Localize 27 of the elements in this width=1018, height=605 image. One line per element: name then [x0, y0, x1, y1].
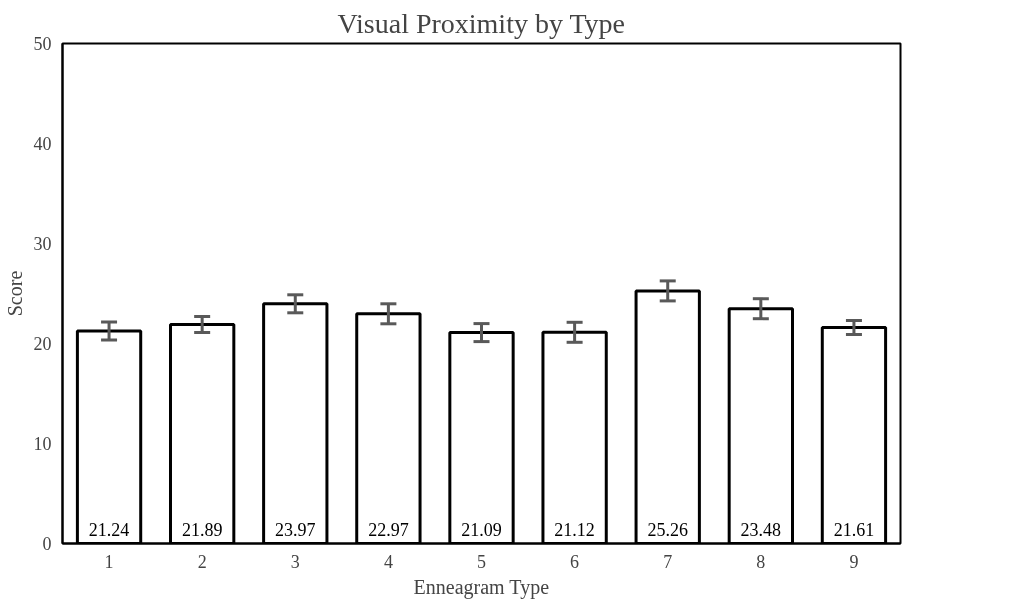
x-tick-label: 2: [197, 551, 207, 572]
y-tick-label: 40: [33, 134, 52, 154]
chart-title: Visual Proximity by Type: [337, 7, 626, 39]
data-label: 21.12: [554, 519, 595, 540]
y-tick-label: 10: [33, 434, 52, 454]
y-tick-label: 50: [33, 34, 52, 54]
x-tick-label: 9: [849, 551, 859, 572]
x-tick-label: 3: [290, 551, 300, 572]
x-tick-label: 4: [383, 551, 393, 572]
x-tick-label: 8: [756, 551, 766, 572]
data-label: 22.97: [368, 519, 409, 540]
data-label: 21.09: [461, 519, 502, 540]
data-label: 21.89: [181, 519, 223, 540]
x-tick-label: 1: [104, 551, 114, 572]
x-axis-title: Enneagram Type: [413, 575, 550, 599]
x-tick-label: 6: [570, 551, 580, 572]
x-tick-label: 7: [663, 551, 673, 572]
data-label: 23.97: [275, 519, 316, 540]
data-label: 23.48: [740, 519, 782, 540]
data-label: 21.24: [88, 519, 130, 540]
y-tick-label: 30: [33, 234, 52, 254]
data-label: 21.61: [833, 519, 875, 540]
x-tick-label: 5: [477, 551, 486, 572]
y-tick-label: 0: [42, 534, 52, 554]
y-tick-label: 20: [33, 334, 52, 354]
y-axis-title: Score: [3, 270, 26, 317]
data-label: 25.26: [647, 519, 688, 540]
